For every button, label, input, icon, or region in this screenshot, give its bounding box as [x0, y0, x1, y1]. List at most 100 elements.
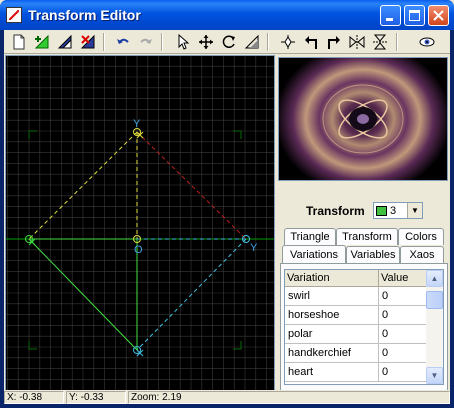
maximize-button[interactable] [404, 5, 425, 26]
reset-icon [280, 35, 295, 49]
transform-label: Transform [306, 204, 365, 218]
transform-select-value: 3 [390, 205, 397, 217]
variation-value-cell[interactable]: 0 [379, 325, 427, 344]
maximize-icon [409, 10, 420, 21]
variation-name-cell: polar [285, 325, 379, 344]
vertex-handle-left[interactable] [25, 235, 36, 246]
vertex-handle-y[interactable] [133, 128, 144, 139]
variation-value-cell[interactable]: 0 [379, 363, 427, 382]
minimize-icon [386, 18, 393, 21]
rotate-left-button[interactable] [300, 32, 321, 52]
vertex-handle-bottom[interactable] [133, 346, 144, 357]
redo-icon [139, 38, 152, 44]
status-zoom: Zoom: 2.19 [128, 391, 450, 404]
reset-button[interactable] [277, 32, 298, 52]
variation-value-cell[interactable]: 0 [379, 344, 427, 363]
reference-edge-red [136, 131, 247, 240]
vertex-handle-right[interactable] [242, 235, 250, 243]
triangle-editor-canvas[interactable]: Y O Y [5, 55, 275, 391]
grid-vertical-scrollbar[interactable]: ▲ ▼ [426, 270, 443, 384]
new-button[interactable] [8, 32, 29, 52]
variation-value-cell[interactable]: 0 [379, 287, 427, 306]
minimize-button[interactable] [380, 5, 401, 26]
delete-triangle-icon [80, 34, 94, 49]
tab-triangle[interactable]: Triangle [284, 228, 336, 245]
status-bar: X: -0.38 Y: -0.33 Zoom: 2.19 [4, 390, 450, 404]
tab-colors[interactable]: Colors [398, 228, 444, 245]
tab-xaos[interactable]: Xaos [400, 246, 444, 263]
select-button[interactable] [172, 32, 193, 52]
flame-preview-image [279, 58, 447, 180]
variations-grid[interactable]: Variation Value swirl 0 horseshoe 0 pola… [284, 269, 444, 385]
status-y-coordinate: Y: -0.33 [66, 391, 126, 404]
variation-name-cell: handkerchief [285, 344, 379, 363]
new-icon [13, 34, 24, 50]
transform-color-swatch [376, 206, 387, 216]
scrollbar-thumb[interactable] [426, 291, 443, 309]
vertex-label-right: Y [250, 242, 258, 254]
toolbar [4, 30, 450, 54]
variation-name-cell: horseshoe [285, 306, 379, 325]
delete-triangle-button[interactable] [77, 32, 98, 52]
scale-button[interactable] [241, 32, 262, 52]
table-row[interactable]: handkerchief 0 [285, 344, 427, 363]
redo-button[interactable] [135, 32, 156, 52]
column-header-value[interactable]: Value [379, 270, 427, 287]
tab-variations[interactable]: Variations [282, 245, 346, 263]
duplicate-triangle-button[interactable] [54, 32, 75, 52]
scroll-down-button[interactable]: ▼ [426, 367, 443, 384]
vertex-label-top: Y [133, 118, 141, 130]
toolbar-separator [396, 33, 398, 51]
table-row[interactable]: horseshoe 0 [285, 306, 427, 325]
toolbar-separator [103, 33, 105, 51]
variation-value-cell[interactable]: 0 [379, 306, 427, 325]
flip-vertical-icon [372, 34, 387, 50]
title-bar[interactable]: Transform Editor [0, 0, 454, 30]
rotate-right-icon [327, 36, 340, 49]
chevron-down-icon[interactable]: ▼ [407, 203, 422, 218]
rotate-left-icon [304, 36, 317, 49]
variation-name-cell: heart [285, 363, 379, 382]
scale-icon [244, 34, 258, 49]
status-x-coordinate: X: -0.38 [4, 391, 64, 404]
undo-icon [116, 38, 129, 44]
move-icon [198, 35, 213, 49]
triangle-edge-solid[interactable] [28, 238, 138, 351]
rotate-icon [222, 35, 235, 48]
flip-horizontal-button[interactable] [346, 32, 367, 52]
close-icon [433, 10, 444, 21]
table-row[interactable]: swirl 0 [285, 287, 427, 306]
view-eye-icon [419, 37, 434, 47]
variation-name-cell: swirl [285, 287, 379, 306]
transform-panel: Transform 3 ▼ Triangle Transform Colors … [278, 184, 448, 391]
view-button[interactable] [416, 32, 437, 52]
client-area: Y O Y [4, 30, 450, 404]
origin-label: O [134, 244, 143, 256]
flip-horizontal-icon [349, 35, 364, 49]
transform-select[interactable]: 3 ▼ [373, 202, 423, 219]
rotate-right-button[interactable] [323, 32, 344, 52]
table-row[interactable]: heart 0 [285, 363, 427, 382]
select-arrow-icon [178, 34, 189, 50]
scroll-up-button[interactable]: ▲ [426, 270, 443, 287]
tab-transform[interactable]: Transform [336, 228, 398, 245]
undo-button[interactable] [112, 32, 133, 52]
flame-preview [278, 57, 448, 181]
flip-vertical-button[interactable] [369, 32, 390, 52]
vertex-handle-origin[interactable] [133, 235, 141, 243]
close-button[interactable] [428, 5, 449, 26]
variations-tab-content: Variation Value swirl 0 horseshoe 0 pola… [280, 263, 448, 391]
add-triangle-button[interactable] [31, 32, 52, 52]
rotate-button[interactable] [218, 32, 239, 52]
column-header-variation[interactable]: Variation [285, 270, 379, 287]
canvas-grid [6, 56, 274, 390]
triangle-editor-svg[interactable]: Y O Y [6, 56, 274, 390]
reference-edge-yellow [28, 131, 138, 240]
table-row[interactable]: polar 0 [285, 325, 427, 344]
move-button[interactable] [195, 32, 216, 52]
toolbar-separator [267, 33, 269, 51]
reference-edge-cyan [136, 238, 247, 351]
tab-variables[interactable]: Variables [346, 246, 400, 263]
add-triangle-icon [34, 34, 48, 49]
